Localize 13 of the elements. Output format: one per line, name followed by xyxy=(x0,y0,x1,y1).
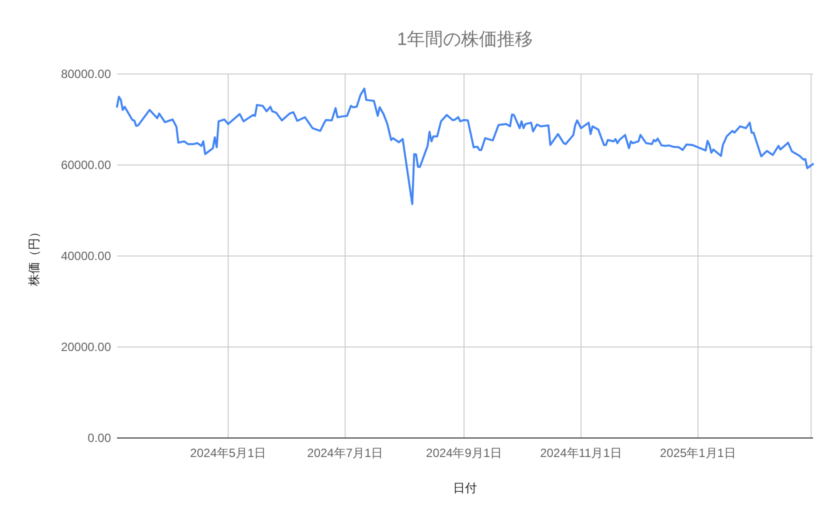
y-axis-title: 株価（円） xyxy=(27,226,41,287)
y-tick-label: 60000.00 xyxy=(60,158,112,172)
x-axis-title: 日付 xyxy=(453,481,477,495)
y-tick-label: 40000.00 xyxy=(60,249,112,263)
x-tick-label: 2024年11月1日 xyxy=(540,446,622,460)
chart-title: 1年間の株価推移 xyxy=(396,29,534,49)
x-tick-label: 2025年1月1日 xyxy=(660,446,736,460)
y-tick-label: 0.00 xyxy=(88,431,112,445)
y-tick-label: 20000.00 xyxy=(60,340,112,354)
x-tick-label: 2024年9月1日 xyxy=(426,446,502,460)
x-tick-label: 2024年7月1日 xyxy=(307,446,384,460)
x-tick-label: 2024年5月1日 xyxy=(190,446,266,460)
y-tick-label: 80000.00 xyxy=(60,67,112,81)
